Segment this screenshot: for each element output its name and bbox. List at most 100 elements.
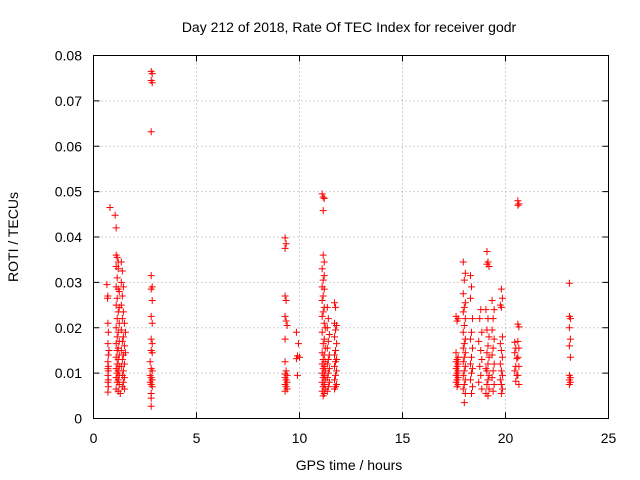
data-point (459, 308, 467, 316)
y-tick-label: 0 (74, 411, 82, 427)
data-point (104, 319, 112, 327)
data-point (119, 283, 127, 291)
data-point (318, 190, 326, 198)
data-point (461, 269, 469, 277)
data-point (511, 349, 519, 357)
data-point (459, 371, 467, 379)
y-tick-label: 0.06 (55, 138, 82, 154)
data-point (485, 262, 493, 270)
x-tick-labels: 0 5 10 15 20 25 (90, 430, 617, 446)
data-point (116, 390, 124, 398)
data-point (331, 362, 339, 370)
data-point (147, 335, 155, 343)
data-point (514, 201, 522, 209)
y-tick-label: 0.03 (55, 274, 82, 290)
data-point (460, 353, 468, 361)
data-point (106, 204, 114, 212)
data-point (147, 312, 155, 320)
data-point (461, 299, 469, 307)
data-point (332, 346, 340, 354)
data-point (120, 385, 128, 393)
data-point (333, 367, 341, 375)
data-point (112, 340, 120, 348)
data-point (281, 234, 289, 242)
data-point (332, 358, 340, 366)
data-point (118, 356, 126, 364)
data-point (296, 353, 303, 361)
data-point (485, 333, 493, 341)
data-point (147, 394, 155, 402)
data-point (497, 380, 505, 388)
data-point (281, 292, 289, 300)
data-point (148, 70, 156, 78)
data-point (293, 371, 301, 379)
data-point (282, 297, 290, 305)
data-point (281, 387, 289, 395)
data-point (483, 349, 491, 357)
data-point (120, 342, 128, 350)
x-tick-label: 20 (498, 430, 514, 446)
data-point (461, 315, 469, 323)
data-point (117, 326, 125, 334)
data-point (103, 281, 111, 289)
data-point (488, 297, 496, 305)
data-point (323, 360, 331, 368)
data-point (461, 362, 469, 370)
data-point (113, 333, 121, 341)
data-point (331, 351, 339, 359)
data-point (325, 331, 333, 339)
data-point (484, 360, 492, 368)
data-point (148, 319, 156, 327)
data-point (148, 297, 156, 305)
data-point (318, 297, 326, 305)
data-point (325, 365, 333, 373)
y-tick-label: 0.07 (55, 93, 82, 109)
data-point (146, 358, 154, 366)
data-point (484, 392, 492, 400)
data-point (332, 326, 340, 334)
data-point (453, 383, 461, 391)
data-point (117, 346, 125, 354)
data-point (320, 272, 328, 280)
data-point (319, 207, 327, 215)
data-point (490, 380, 498, 388)
data-point (333, 340, 341, 348)
data-point (459, 258, 467, 266)
data-point (292, 328, 300, 336)
data-point (475, 337, 483, 345)
data-point (320, 335, 328, 343)
data-point (466, 335, 474, 343)
data-point (497, 285, 505, 293)
data-point (496, 376, 504, 384)
data-point (478, 385, 486, 393)
data-point (120, 374, 128, 382)
data-point (282, 317, 290, 325)
data-point (477, 371, 485, 379)
data-point (489, 315, 497, 323)
y-tick-label: 0.04 (55, 229, 82, 245)
data-point (460, 321, 468, 329)
data-point (476, 362, 484, 370)
data-point (459, 358, 467, 366)
data-point (565, 342, 573, 350)
data-point (324, 356, 332, 364)
data-point (104, 351, 112, 359)
data-point (475, 378, 483, 386)
data-point (120, 319, 128, 327)
data-point (498, 333, 506, 341)
data-point (319, 308, 327, 316)
data-point (113, 253, 121, 261)
x-tick-label: 0 (90, 430, 98, 446)
data-point (460, 367, 468, 375)
data-point (112, 224, 120, 232)
data-point (484, 376, 492, 384)
data-point (282, 367, 290, 375)
data-point (281, 312, 289, 320)
data-point (566, 315, 574, 323)
data-point (477, 346, 485, 354)
data-point (318, 312, 326, 320)
y-tick-label: 0.01 (55, 365, 82, 381)
data-point (478, 356, 486, 364)
data-point (148, 79, 156, 87)
